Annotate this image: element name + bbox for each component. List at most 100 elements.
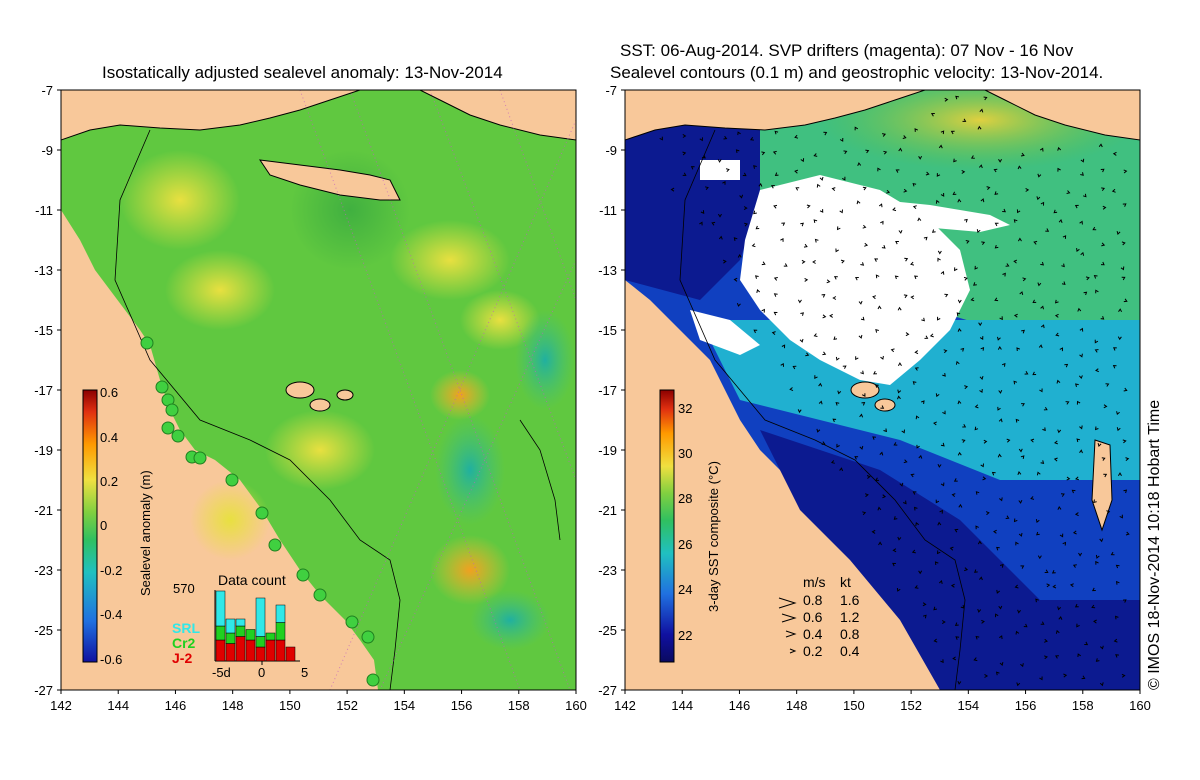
velocity-arrow: [702, 154, 706, 159]
velocity-arrow: [1095, 658, 1100, 662]
velocity-arrow: [957, 400, 962, 405]
velocity-arrow: [940, 482, 945, 487]
data-count-bar-cr2: [235, 625, 246, 637]
velocity-arrow: [957, 680, 962, 685]
velocity-legend-kt: 0.4: [840, 643, 860, 659]
velocity-arrow: [1064, 363, 1069, 368]
velocity-arrow: [839, 209, 843, 214]
velocity-arrow: [1095, 289, 1099, 294]
velocity-arrow: [1021, 329, 1025, 334]
velocity-arrow: [1057, 167, 1061, 172]
velocity-arrow: [1078, 375, 1083, 380]
velocity-arrow: [1063, 673, 1068, 678]
velocity-arrow: [935, 199, 940, 204]
y-tick-label: -23: [34, 563, 53, 578]
velocity-arrow: [1024, 371, 1029, 375]
right-map: [625, 90, 1140, 690]
velocity-arrow: [737, 131, 741, 136]
velocity-arrow: [914, 585, 919, 589]
velocity-arrow: [1103, 473, 1108, 478]
velocity-arrow: [835, 356, 840, 361]
velocity-arrow: [1106, 510, 1111, 515]
velocity-arrow: [872, 295, 877, 300]
velocity-arrow: [933, 638, 938, 643]
velocity-arrow: [829, 313, 833, 318]
velocity-arrow: [950, 130, 955, 135]
velocity-arrow: [965, 240, 970, 244]
velocity-arrow: [975, 635, 980, 640]
velocity-arrow: [1079, 353, 1083, 358]
velocity-arrow: [682, 151, 687, 156]
velocity-arrow: [1101, 187, 1106, 192]
velocity-arrow: [880, 405, 885, 409]
velocity-arrow: [774, 172, 779, 176]
velocity-arrow: [1042, 427, 1046, 432]
velocity-arrow: [1040, 201, 1045, 206]
velocity-arrow: [861, 393, 866, 398]
velocity-arrow: [901, 429, 905, 434]
x-tick-label: 150: [279, 698, 301, 713]
velocity-arrow: [773, 293, 778, 297]
velocity-arrow: [1100, 316, 1105, 320]
velocity-arrow: [964, 385, 969, 390]
velocity-arrow: [1103, 404, 1108, 409]
velocity-arrow: [1040, 261, 1045, 266]
velocity-arrow: [717, 213, 722, 218]
velocity-legend-kt: 1.2: [840, 609, 860, 625]
velocity-arrow: [912, 381, 917, 385]
velocity-arrow: [999, 316, 1003, 321]
velocity-arrow: [898, 229, 903, 234]
velocity-arrow: [962, 424, 967, 428]
velocity-arrow: [1074, 603, 1079, 608]
y-tick-label: -23: [598, 563, 617, 578]
velocity-arrow: [1120, 266, 1125, 271]
velocity-arrow: [1122, 203, 1127, 207]
velocity-arrow: [918, 155, 923, 160]
velocity-arrow: [940, 192, 945, 197]
velocity-arrow: [1017, 165, 1022, 170]
velocity-arrow: [1005, 515, 1010, 519]
data-count-axis-label: 0: [258, 665, 265, 680]
sst-tick: 22: [678, 628, 692, 643]
sst-colorbar-ticks: 32 30 28 26 24 22: [678, 401, 692, 643]
velocity-arrow: [1037, 173, 1042, 178]
velocity-arrow: [916, 444, 920, 449]
velocity-arrow: [970, 297, 975, 302]
velocity-arrow: [952, 656, 957, 661]
velocity-arrow: [699, 137, 703, 142]
velocity-arrow: [892, 562, 896, 567]
y-tick-label: -17: [34, 383, 53, 398]
velocity-arrow: [841, 176, 846, 181]
velocity-arrow: [1097, 442, 1102, 447]
velocity-arrow: [957, 328, 962, 332]
velocity-arrow: [858, 300, 863, 305]
velocity-arrow: [1099, 682, 1104, 687]
right-map-title-line2: Sealevel contours (0.1 m) and geostrophi…: [610, 63, 1104, 82]
velocity-arrow: [998, 418, 1003, 423]
velocity-arrow: [1093, 274, 1098, 279]
velocity-arrow: [1112, 151, 1117, 156]
velocity-arrow: [983, 96, 988, 101]
velocity-arrow: [1032, 299, 1037, 304]
velocity-arrow: [911, 549, 916, 554]
velocity-arrow: [718, 235, 723, 240]
velocity-arrow: [773, 311, 778, 316]
velocity-arrow: [1056, 379, 1061, 384]
velocity-arrow: [733, 237, 738, 241]
velocity-arrow: [910, 261, 915, 266]
velocity-arrow: [981, 241, 986, 246]
velocity-arrow: [813, 219, 818, 224]
velocity-arrow: [830, 460, 835, 464]
velocity-arrow: [942, 373, 946, 377]
velocity-arrow: [832, 418, 837, 423]
y-tick-label: -19: [598, 443, 617, 458]
data-count-max: 570: [173, 581, 195, 596]
velocity-arrow: [1110, 551, 1115, 556]
velocity-arrow: [912, 182, 917, 187]
velocity-arrow: [955, 360, 960, 365]
velocity-arrow: [700, 210, 705, 214]
velocity-arrow: [1066, 476, 1071, 481]
velocity-arrow: [980, 463, 984, 468]
velocity-arrow: [997, 346, 1002, 350]
